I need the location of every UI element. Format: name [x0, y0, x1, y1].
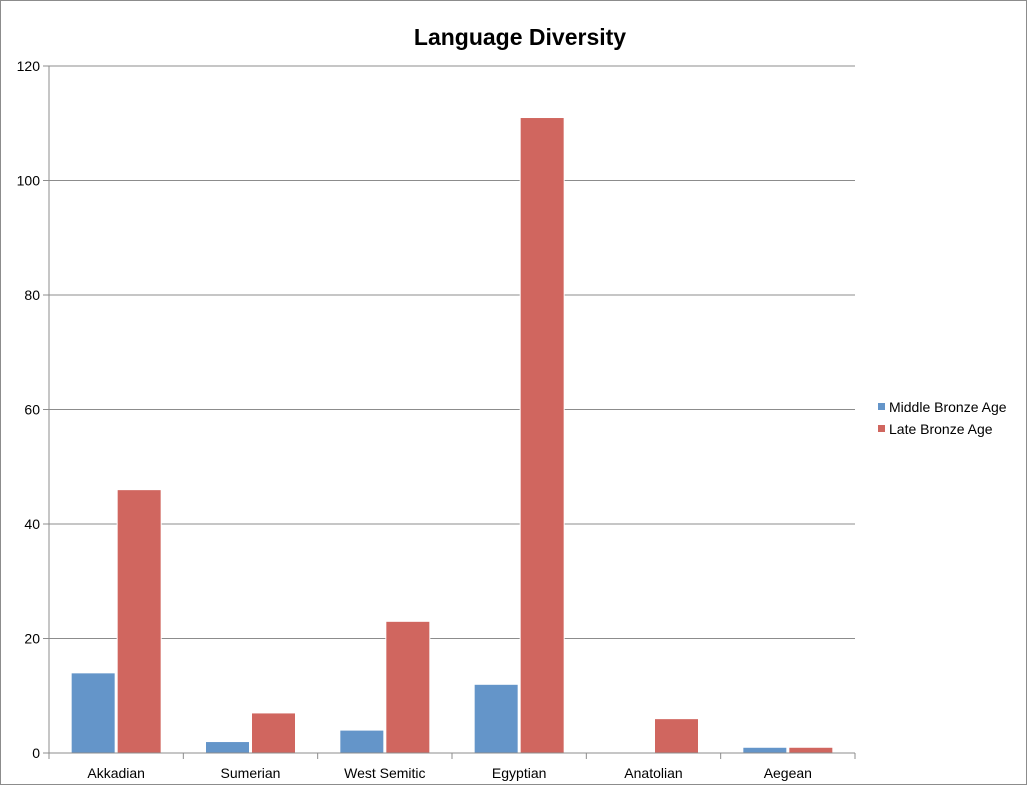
legend-swatch	[878, 403, 885, 410]
legend: Middle Bronze Age Late Bronze Age	[878, 399, 1007, 437]
bar-middle-bronze-age	[742, 746, 788, 754]
bar-middle-bronze-age	[339, 729, 385, 754]
x-tick-label: Akkadian	[87, 765, 145, 781]
bar-late-bronze-age	[654, 718, 699, 754]
x-tick-label: West Semitic	[344, 765, 425, 781]
legend-swatch	[878, 425, 885, 432]
gridlines	[49, 65, 855, 639]
y-tick-label: 120	[17, 58, 41, 74]
y-tick-label: 60	[24, 402, 40, 418]
legend-label: Late Bronze Age	[889, 421, 993, 437]
y-tick-label: 100	[17, 173, 41, 189]
y-tick-label: 80	[24, 287, 40, 303]
chart-title: Language Diversity	[414, 24, 626, 50]
x-tick-label: Egyptian	[492, 765, 546, 781]
bar-late-bronze-age	[116, 489, 162, 754]
bar-late-bronze-age	[385, 620, 431, 754]
y-tick-label: 0	[32, 745, 40, 761]
bar-middle-bronze-age	[205, 741, 250, 754]
x-tick-label: Sumerian	[221, 765, 281, 781]
x-tick-label: Anatolian	[624, 765, 682, 781]
bars	[70, 117, 834, 754]
bar-late-bronze-age	[251, 712, 296, 754]
y-tick-label: 20	[24, 631, 40, 647]
bar-middle-bronze-age	[473, 683, 519, 754]
x-tick-label: Aegean	[764, 765, 812, 781]
legend-label: Middle Bronze Age	[889, 399, 1007, 415]
bar-middle-bronze-age	[70, 672, 116, 754]
bar-late-bronze-age	[519, 117, 565, 754]
y-tick-label: 40	[24, 516, 40, 532]
axes: 0 20 40 60 80 100 120 Akkadian Sumerian West Semi…	[17, 58, 856, 781]
bar-late-bronze-age	[788, 746, 834, 754]
